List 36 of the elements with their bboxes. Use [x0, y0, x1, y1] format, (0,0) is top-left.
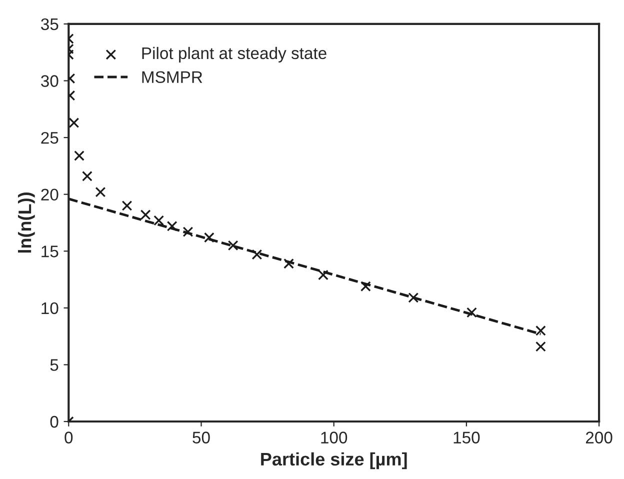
point — [466, 307, 477, 318]
legend-label: Pilot plant at steady state — [142, 46, 326, 62]
point — [95, 186, 106, 198]
point — [284, 258, 294, 269]
y-axis-title: ln(n(L)) — [18, 192, 35, 253]
point — [182, 226, 194, 238]
y-tick-label: 5 — [50, 359, 58, 371]
y-tick-label: 30 — [41, 75, 58, 87]
point — [252, 249, 262, 260]
point — [154, 215, 164, 226]
point — [318, 270, 328, 280]
y-tick-label: 20 — [41, 188, 58, 201]
point — [535, 325, 546, 336]
y-tick-label: 35 — [41, 18, 58, 30]
x-tick-label: 150 — [454, 432, 480, 444]
x-axis-title: Particle size [µm] — [261, 452, 407, 470]
y-tick-label: 15 — [42, 246, 58, 258]
y-tick-label: 0 — [50, 416, 58, 428]
legend-label: MSMPR — [142, 71, 202, 84]
point — [166, 220, 178, 232]
point — [68, 118, 80, 128]
y-tick-label: 10 — [42, 302, 58, 314]
point — [74, 150, 84, 161]
point — [140, 210, 151, 220]
point — [204, 232, 214, 243]
x-tick-label: 50 — [192, 432, 210, 444]
x-tick-label: 200 — [586, 432, 612, 444]
y-tick-label: 25 — [41, 132, 58, 144]
point — [408, 292, 419, 303]
point — [360, 281, 371, 292]
x-tick-label: 100 — [321, 432, 348, 444]
point — [228, 240, 238, 251]
point — [122, 200, 132, 211]
x-tick-label: 0 — [64, 432, 73, 444]
point — [535, 341, 546, 352]
point — [82, 170, 92, 182]
